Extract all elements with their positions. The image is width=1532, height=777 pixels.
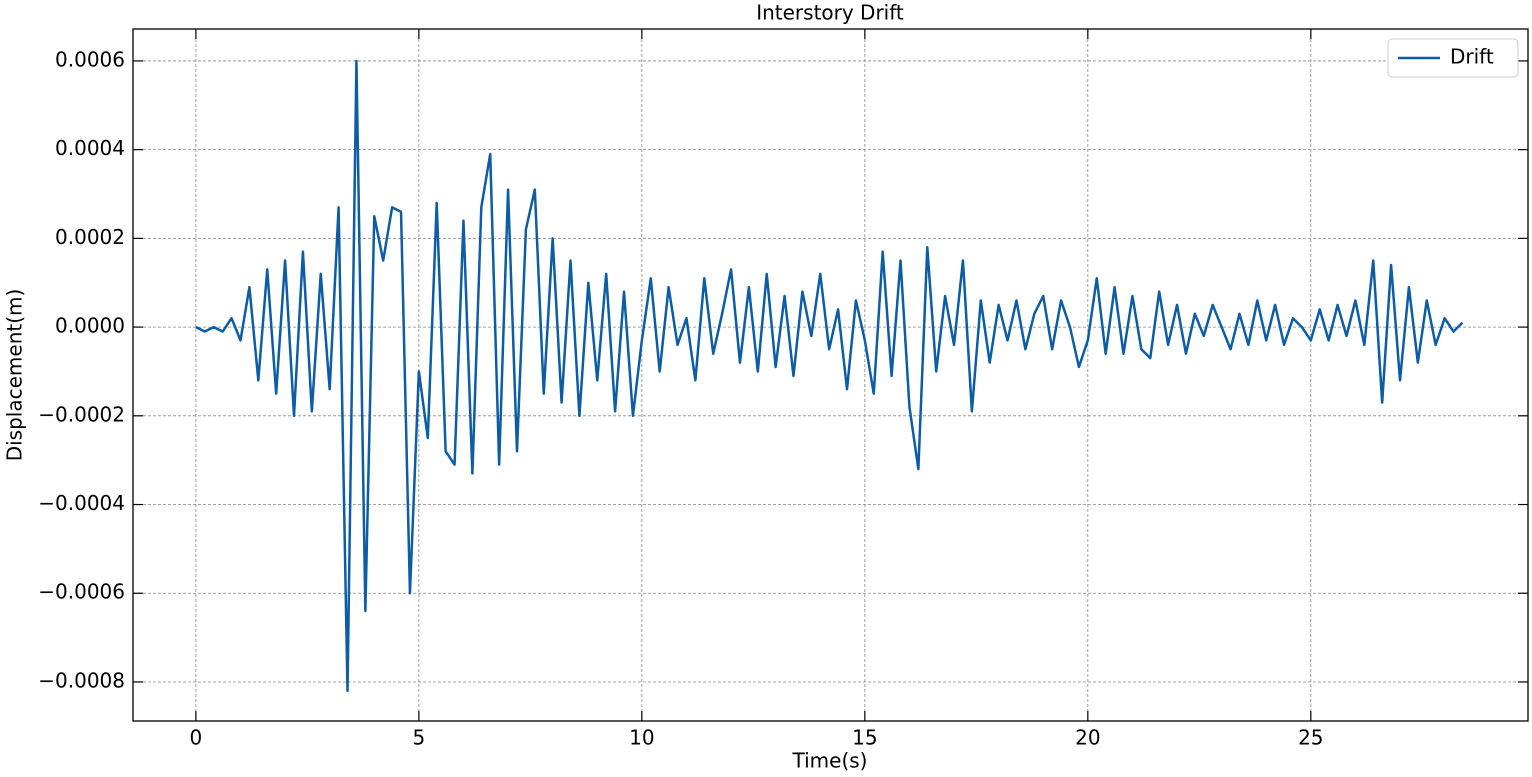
y-tick-label: −0.0008 [38, 668, 125, 692]
data-line [195, 59, 1464, 693]
y-tick-label: 0.0006 [55, 47, 125, 71]
y-tick-label: 0.0004 [55, 136, 125, 160]
x-axis-label: Time(s) [792, 749, 868, 773]
x-tick-label: 0 [190, 726, 203, 750]
x-tick-label: 10 [629, 726, 654, 750]
y-axis-label: Displacement(m) [3, 289, 27, 462]
plot-frame [132, 28, 1529, 722]
legend-box [1387, 38, 1519, 78]
y-tick-label: 0.0002 [55, 225, 125, 249]
x-tick-label: 25 [1298, 726, 1323, 750]
x-tick-label: 5 [413, 726, 426, 750]
chart-title: Interstory Drift [756, 1, 904, 25]
y-tick-label: 0.0000 [55, 314, 125, 338]
x-tick-label: 15 [852, 726, 877, 750]
y-tick-label: −0.0004 [38, 491, 125, 515]
legend-label: Drift [1450, 45, 1494, 69]
y-tick-label: −0.0006 [38, 580, 125, 604]
x-tick-label: 20 [1075, 726, 1100, 750]
legend: Drift [1387, 38, 1519, 78]
y-tick-label: −0.0002 [38, 402, 125, 426]
